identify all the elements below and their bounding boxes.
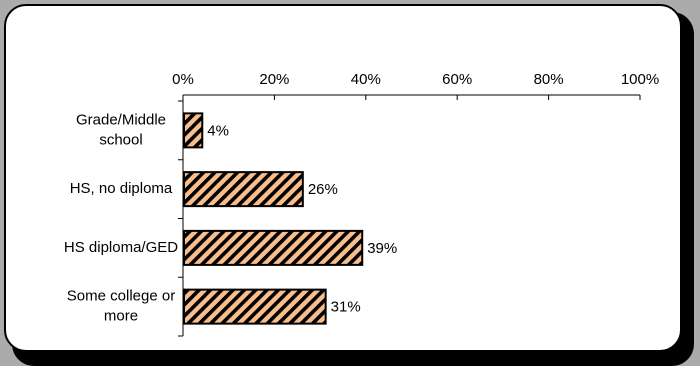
chart-panel	[4, 4, 682, 352]
data-label: 39%	[367, 240, 397, 257]
category-label: Grade/Middle	[76, 111, 166, 128]
labels-group: 4% Grade/Middle school 26% HS, no diploma 39%…	[64, 111, 397, 324]
data-label: 31%	[331, 299, 361, 316]
bar	[183, 171, 304, 208]
x-tick-label: 80%	[534, 71, 564, 88]
bars-group	[183, 112, 364, 325]
x-tick-label: 0%	[172, 71, 194, 88]
x-tick-label: 60%	[442, 71, 472, 88]
x-tick-label: 20%	[259, 71, 289, 88]
category-label: HS, no diploma	[70, 180, 173, 197]
x-tick-label: 40%	[351, 71, 381, 88]
category-label: school	[99, 131, 142, 148]
bar	[183, 229, 364, 266]
x-tick-label: 100%	[621, 71, 659, 88]
category-label: Some college or	[67, 288, 175, 305]
category-label: more	[104, 308, 138, 325]
bar	[183, 288, 327, 325]
data-label: 4%	[207, 122, 229, 139]
bar	[183, 112, 204, 149]
data-label: 26%	[308, 181, 338, 198]
category-label: HS diploma/GED	[64, 239, 178, 256]
axis-group: 0% 20% 40% 60% 80% 100%	[172, 71, 659, 337]
